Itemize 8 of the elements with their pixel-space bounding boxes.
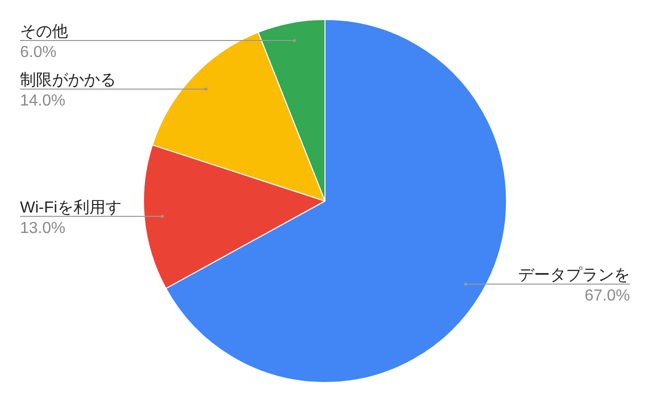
slice-label: その他 <box>20 24 68 41</box>
data-label: 67.0% <box>584 288 630 305</box>
slice-label: Wi-Fiを利用す <box>20 198 122 216</box>
slice-label: データプランを <box>518 266 630 284</box>
data-label: 14.0% <box>20 92 66 110</box>
data-label: 13.0% <box>20 220 66 237</box>
data-label: 6.0% <box>20 44 56 61</box>
slice-label: 制限がかかる <box>20 71 116 90</box>
